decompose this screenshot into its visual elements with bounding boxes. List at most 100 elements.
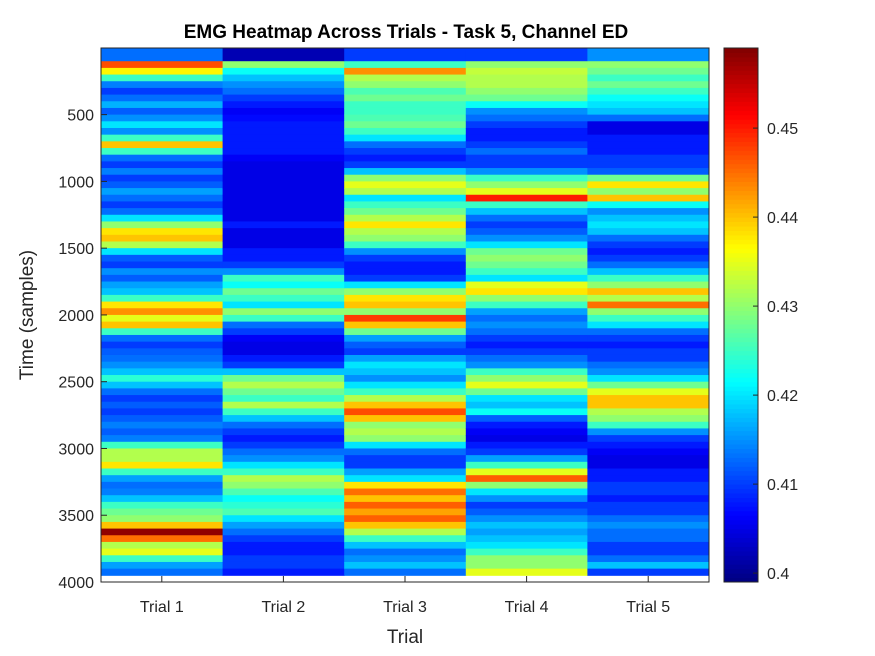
- colorbar-segment: [724, 346, 758, 352]
- heatmap-cell: [587, 415, 710, 423]
- colorbar-segment: [724, 181, 758, 187]
- heatmap-cell: [344, 495, 467, 503]
- heatmap-cell: [587, 568, 710, 576]
- heatmap-cell: [101, 348, 224, 356]
- colorbar-segment: [724, 226, 758, 231]
- heatmap-cell: [465, 248, 588, 256]
- colorbar-segment: [724, 288, 758, 294]
- heatmap-cell: [101, 201, 224, 209]
- heatmap-cell: [465, 468, 588, 476]
- heatmap-cell: [101, 107, 224, 116]
- heatmap-cell: [465, 314, 588, 323]
- heatmap-cell: [222, 214, 345, 222]
- heatmap-cell: [101, 121, 224, 129]
- heatmap-cell: [101, 541, 224, 550]
- heatmap-cell: [222, 508, 345, 516]
- heatmap-cell: [101, 148, 224, 156]
- colorbar-segment: [724, 261, 758, 267]
- heatmap-cell: [101, 341, 224, 349]
- heatmap-cell: [222, 121, 345, 129]
- colorbar-segment: [724, 430, 758, 436]
- heatmap-cell: [344, 314, 467, 323]
- heatmap-cell: [222, 521, 345, 530]
- heatmap-cell: [465, 488, 588, 496]
- colorbar-segment: [724, 461, 758, 467]
- heatmap-cell: [465, 441, 588, 449]
- heatmap-cell: [344, 107, 467, 116]
- heatmap-cell: [587, 461, 710, 469]
- heatmap-cell: [465, 294, 588, 303]
- heatmap-cell: [465, 234, 588, 242]
- colorbar-segment: [724, 479, 758, 485]
- heatmap-cell: [101, 461, 224, 469]
- heatmap-cell: [101, 395, 224, 403]
- heatmap-cell: [222, 94, 345, 102]
- heatmap-cell: [101, 301, 224, 309]
- colorbar-tick-label: 0.43: [767, 299, 798, 316]
- colorbar-segment: [724, 506, 758, 512]
- heatmap-cell: [465, 174, 588, 182]
- heatmap-cell: [587, 248, 710, 256]
- heatmap-cell: [222, 488, 345, 496]
- colorbar-segment: [724, 310, 758, 316]
- heatmap-cell: [222, 194, 345, 202]
- heatmap-cell: [465, 368, 588, 376]
- heatmap-cell: [587, 48, 710, 62]
- heatmap-cell: [587, 134, 710, 142]
- colorbar-segment: [724, 550, 758, 556]
- heatmap-cell: [101, 321, 224, 329]
- colorbar-segment: [724, 470, 758, 476]
- heatmap-cell: [587, 94, 710, 102]
- colorbar-segment: [724, 221, 758, 227]
- heatmap-cell: [222, 408, 345, 416]
- colorbar-segment: [724, 65, 758, 71]
- colorbar-segment: [724, 123, 758, 129]
- heatmap-cell: [344, 261, 467, 269]
- heatmap-cell: [344, 448, 467, 456]
- heatmap-cell: [587, 194, 710, 202]
- colorbar-segment: [724, 48, 758, 53]
- heatmap-cell: [222, 395, 345, 403]
- heatmap-cell: [101, 81, 224, 89]
- heatmap-cell: [344, 168, 467, 176]
- colorbar-segment: [724, 515, 758, 521]
- heatmap-cell: [465, 501, 588, 510]
- colorbar-frame: [723, 47, 759, 583]
- heatmap-cell: [465, 181, 588, 189]
- heatmap-cell: [222, 308, 345, 316]
- heatmap-cell: [465, 101, 588, 109]
- heatmap-cell: [344, 208, 467, 216]
- heatmap-cell: [344, 428, 467, 436]
- heatmap-cell: [587, 314, 710, 323]
- heatmap-cell: [101, 421, 224, 429]
- heatmap-cell: [101, 388, 224, 396]
- heatmap-cell: [222, 221, 345, 229]
- heatmap-cell: [587, 475, 710, 483]
- heatmap-cell: [587, 268, 710, 276]
- colorbar-segment: [724, 408, 758, 414]
- x-axis-ticks: Trial 1 Trial 2 Trial 3 Trial 4 Trial 5: [140, 576, 670, 616]
- heatmap-cell: [344, 381, 467, 389]
- heatmap-cell: [344, 61, 467, 69]
- heatmap-cell: [101, 241, 224, 249]
- heatmap-cell: [222, 354, 345, 363]
- colorbar-segment: [724, 528, 758, 534]
- colorbar-segment: [724, 163, 758, 169]
- colorbar-segment: [724, 395, 758, 401]
- heatmap-cell: [344, 508, 467, 516]
- colorbar-segment: [724, 212, 758, 218]
- heatmap-cell: [587, 528, 710, 536]
- heatmap-cell: [587, 401, 710, 409]
- heatmap-cell: [587, 154, 710, 162]
- colorbar-segment: [724, 412, 758, 418]
- colorbar-segment: [724, 141, 758, 147]
- heatmap-cell: [101, 375, 224, 383]
- heatmap-cell: [465, 521, 588, 530]
- heatmap-cell: [587, 541, 710, 550]
- colorbar-segment: [724, 497, 758, 503]
- colorbar-segment: [724, 421, 758, 427]
- colorbar-segment: [724, 266, 758, 271]
- y-tick-label: 4000: [58, 575, 94, 592]
- heatmap-cell: [587, 241, 710, 249]
- heatmap-cell: [101, 234, 224, 242]
